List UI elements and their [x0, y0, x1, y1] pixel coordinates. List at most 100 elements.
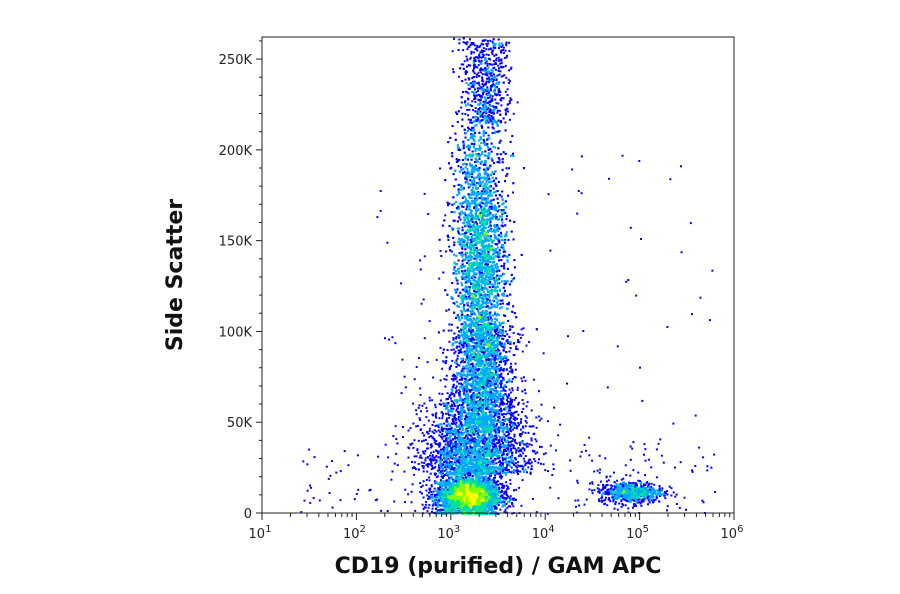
data-point: [431, 467, 434, 470]
data-point: [451, 449, 454, 452]
data-point: [515, 498, 517, 501]
data-point: [450, 446, 453, 449]
data-point: [470, 417, 473, 419]
data-point: [450, 471, 453, 474]
data-point: [450, 439, 453, 442]
data-point: [487, 488, 490, 491]
data-point: [441, 472, 444, 475]
data-point: [445, 462, 448, 465]
data-point: [448, 482, 451, 485]
data-point: [428, 430, 431, 432]
data-point: [498, 475, 501, 478]
data-point: [457, 490, 460, 493]
data-point: [484, 478, 487, 481]
data-point: [455, 510, 458, 513]
data-point: [453, 428, 456, 431]
data-point: [460, 463, 463, 466]
data-point: [535, 440, 538, 443]
data-point: [446, 453, 449, 456]
data-point: [431, 399, 434, 402]
data-point: [513, 419, 516, 422]
data-point: [456, 407, 459, 410]
data-point: [466, 418, 468, 421]
data-point: [447, 398, 449, 400]
data-point: [463, 489, 466, 492]
data-point: [442, 461, 445, 464]
data-point: [492, 511, 495, 514]
data-point: [508, 400, 511, 403]
data-point: [412, 402, 415, 405]
data-point: [474, 474, 477, 477]
data-point: [494, 502, 497, 505]
data-point: [456, 478, 458, 481]
data-point: [468, 503, 471, 506]
data-point: [453, 485, 456, 488]
data-point: [446, 502, 449, 505]
data-point: [509, 399, 512, 402]
data-point: [449, 511, 452, 514]
data-point: [423, 402, 426, 405]
data-point: [430, 484, 433, 487]
data-point: [479, 505, 482, 508]
data-point: [471, 481, 474, 484]
data-point: [458, 504, 461, 507]
data-point: [457, 413, 460, 415]
data-point: [463, 479, 466, 482]
data-point: [448, 396, 451, 399]
data-point: [507, 469, 510, 471]
data-point: [454, 418, 457, 421]
data-point: [473, 469, 475, 472]
data-point: [482, 446, 484, 449]
data-point: [490, 511, 493, 514]
data-point: [447, 491, 450, 494]
data-point: [515, 425, 518, 428]
data-point: [495, 450, 498, 453]
data-point: [508, 500, 511, 503]
data-point: [495, 420, 498, 423]
data-point: [461, 462, 464, 465]
data-point: [466, 472, 469, 475]
data-point: [429, 446, 432, 449]
data-point: [502, 500, 505, 503]
data-point: [514, 441, 517, 444]
data-point: [480, 452, 483, 455]
data-point: [436, 469, 439, 472]
data-point: [459, 480, 462, 483]
data-point: [515, 469, 518, 472]
data-point: [431, 430, 434, 433]
data-point: [433, 487, 436, 490]
data-point: [465, 476, 467, 479]
data-point: [502, 451, 505, 454]
data-point: [431, 504, 434, 507]
data-point: [456, 484, 459, 487]
data-point: [451, 497, 454, 500]
data-point: [456, 475, 459, 478]
data-point: [505, 465, 508, 468]
data-point: [501, 459, 504, 461]
data-point: [444, 466, 447, 469]
data-point: [459, 486, 462, 489]
data-point: [486, 467, 488, 469]
data-point: [486, 504, 489, 507]
data-point: [515, 449, 518, 452]
data-point: [455, 499, 458, 502]
data-point: [432, 420, 435, 423]
data-point: [464, 495, 467, 498]
data-point: [479, 470, 482, 473]
data-point: [477, 439, 480, 442]
data-point: [467, 506, 470, 509]
data-point: [495, 389, 498, 392]
data-point: [501, 422, 504, 424]
data-point: [476, 507, 479, 510]
data-point: [474, 437, 476, 440]
data-point: [522, 443, 525, 446]
data-point: [468, 493, 471, 496]
data-point: [503, 468, 506, 471]
data-point: [467, 509, 470, 512]
data-point: [461, 480, 464, 483]
data-point: [452, 492, 455, 494]
data-point: [442, 351, 444, 354]
data-point: [460, 504, 463, 507]
data-point: [411, 467, 414, 470]
data-point: [465, 442, 468, 445]
